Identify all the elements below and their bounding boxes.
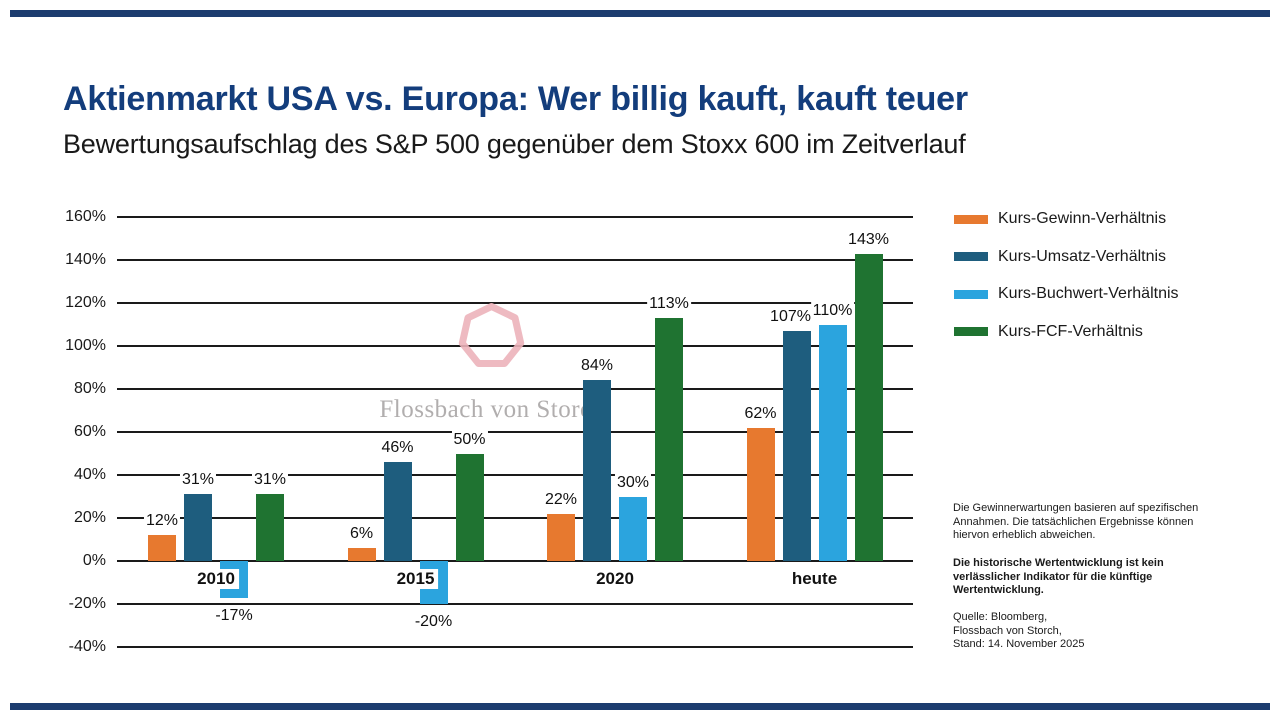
value-label-kurs-umsatz-verh-ltnis-2010: 31% [179, 470, 217, 490]
watermark-wordmark: Flossbach von Storch [379, 396, 605, 423]
legend-label-kurs-umsatz-verh-ltnis: Kurs-Umsatz-Verhältnis [998, 247, 1167, 265]
value-label-kurs-gewinn-verh-ltnis-2020: 22% [542, 489, 580, 509]
value-label-kurs-fcf-verh-ltnis-2020: 113% [647, 294, 691, 314]
legend-item-kurs-buchwert-verh-ltnis: Kurs-Buchwert-Verhältnis [954, 285, 1179, 303]
value-label-kurs-umsatz-verh-ltnis-2020: 84% [578, 356, 616, 376]
gridline--40 [117, 646, 913, 648]
value-label-kurs-fcf-verh-ltnis-heute: 143% [846, 229, 891, 249]
bar-kurs-umsatz-verh-ltnis-heute [782, 330, 811, 561]
gridline--20 [117, 603, 913, 605]
bar-kurs-gewinn-verh-ltnis-heute [746, 427, 775, 561]
gridline-120 [117, 302, 913, 304]
y-tick-label-80: 80% [73, 380, 106, 397]
bar-kurs-buchwert-verh-ltnis-2020 [619, 496, 647, 561]
legend-label-kurs-gewinn-verh-ltnis: Kurs-Gewinn-Verhältnis [998, 210, 1167, 227]
disclaimer-paragraph-3: Quelle: Bloomberg, Flossbach von Storch,… [953, 611, 1085, 650]
value-label-kurs-umsatz-verh-ltnis-2015: 46% [379, 438, 416, 458]
y-tick-label-100: 100% [65, 337, 106, 354]
legend-swatch-kurs-gewinn-verh-ltnis [954, 214, 988, 224]
y-tick-label--20: -20% [68, 595, 106, 612]
bar-kurs-fcf-verh-ltnis-heute [854, 253, 883, 561]
bar-kurs-fcf-verh-ltnis-2020 [655, 318, 683, 561]
legend-swatch-kurs-fcf-verh-ltnis [954, 327, 988, 336]
bar-kurs-umsatz-verh-ltnis-2015 [383, 462, 412, 561]
gridline-80 [117, 388, 913, 390]
bottom-rule [10, 703, 1270, 710]
value-label-kurs-buchwert-verh-ltnis-2015: -20% [412, 612, 455, 631]
bar-kurs-buchwert-verh-ltnis-heute [818, 324, 847, 561]
gridline-0 [117, 560, 913, 562]
y-tick-label-140: 140% [65, 251, 106, 268]
value-label-kurs-gewinn-verh-ltnis-2010: 12% [143, 511, 181, 531]
legend-swatch-kurs-buchwert-verh-ltnis [954, 289, 988, 299]
gridline-60 [117, 431, 913, 433]
y-tick-label--40: -40% [68, 638, 106, 655]
legend-item-kurs-umsatz-verh-ltnis: Kurs-Umsatz-Verhältnis [954, 248, 1166, 266]
value-label-kurs-gewinn-verh-ltnis-2015: 6% [347, 524, 376, 544]
value-label-kurs-umsatz-verh-ltnis-heute: 107% [768, 306, 813, 326]
disclaimer-paragraph-1: Die Gewinnerwartungen basieren auf spezi… [953, 502, 1199, 541]
value-label-kurs-fcf-verh-ltnis-2015: 50% [451, 429, 488, 449]
value-label-kurs-buchwert-verh-ltnis-heute: 110% [810, 300, 855, 320]
y-tick-label-20: 20% [73, 509, 106, 526]
flossbach-logo-icon [458, 303, 525, 367]
value-label-kurs-buchwert-verh-ltnis-2020: 30% [614, 472, 652, 492]
legend-label-kurs-fcf-verh-ltnis: Kurs-FCF-Verhältnis [998, 322, 1143, 340]
legend-item-kurs-fcf-verh-ltnis: Kurs-FCF-Verhältnis [954, 323, 1143, 341]
category-label-heute: heute [787, 569, 842, 589]
y-tick-label-60: 60% [73, 423, 106, 440]
value-label-kurs-fcf-verh-ltnis-2010: 31% [251, 470, 289, 490]
page-subtitle: Bewertungsaufschlag des S&P 500 gegenübe… [63, 129, 966, 159]
disclaimer-paragraph-2: Die historische Wertentwicklung ist kein… [953, 557, 1164, 596]
bar-kurs-fcf-verh-ltnis-2010 [256, 494, 284, 561]
top-rule [10, 10, 1270, 17]
y-tick-label-0: 0% [82, 552, 106, 569]
gridline-160 [117, 216, 913, 218]
y-tick-label-120: 120% [65, 294, 106, 311]
bar-kurs-umsatz-verh-ltnis-2010 [184, 494, 212, 561]
bar-kurs-gewinn-verh-ltnis-2010 [148, 535, 176, 561]
legend-swatch-kurs-umsatz-verh-ltnis [954, 252, 988, 261]
category-label-2015: 2015 [392, 569, 439, 589]
legend-label-kurs-buchwert-verh-ltnis: Kurs-Buchwert-Verhältnis [998, 285, 1179, 302]
value-label-kurs-gewinn-verh-ltnis-heute: 62% [742, 403, 779, 423]
page-title: Aktienmarkt USA vs. Europa: Wer billig k… [63, 80, 968, 118]
bar-kurs-gewinn-verh-ltnis-2015 [347, 548, 376, 561]
y-tick-label-160: 160% [65, 208, 106, 225]
category-label-2020: 2020 [592, 569, 638, 589]
bar-kurs-umsatz-verh-ltnis-2020 [583, 380, 611, 561]
gridline-40 [117, 474, 913, 476]
gridline-140 [117, 259, 913, 261]
value-label-kurs-buchwert-verh-ltnis-2010: -17% [213, 605, 255, 625]
y-tick-label-40: 40% [73, 466, 106, 483]
bar-kurs-fcf-verh-ltnis-2015 [455, 453, 484, 561]
category-label-2010: 2010 [193, 569, 239, 589]
bar-kurs-gewinn-verh-ltnis-2020 [547, 513, 575, 561]
gridline-20 [117, 517, 913, 519]
legend-item-kurs-gewinn-verh-ltnis: Kurs-Gewinn-Verhältnis [954, 210, 1166, 228]
